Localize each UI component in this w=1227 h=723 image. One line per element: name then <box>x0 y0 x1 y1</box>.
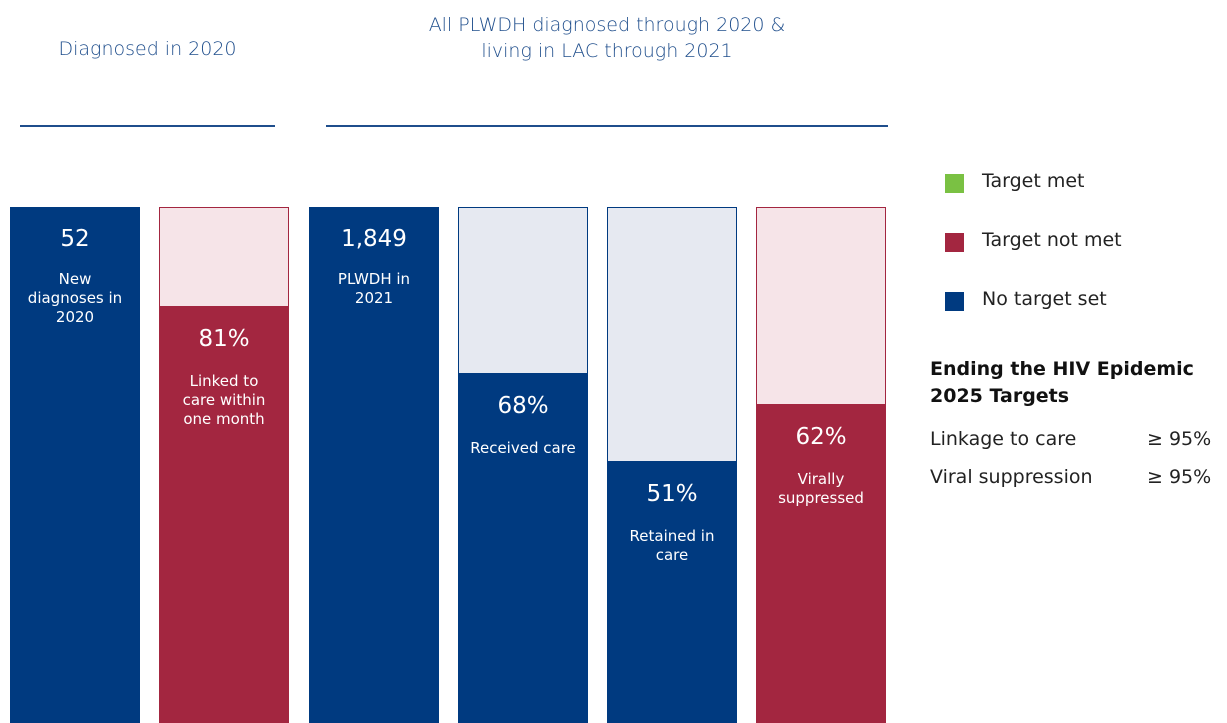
bar-label: Received care <box>470 439 576 458</box>
bar-label: Virally suppressed <box>778 470 864 508</box>
group-rule <box>20 125 275 127</box>
bar: 51% Retained in care <box>607 207 737 723</box>
bar-fill <box>11 208 139 722</box>
value-label: 81% <box>198 326 250 353</box>
value-label: 68% <box>497 393 549 420</box>
legend-swatch <box>945 233 964 252</box>
legend-swatch <box>945 174 964 193</box>
target-value: ≥ 95% <box>1147 466 1212 488</box>
group-title: Diagnosed in 2020 <box>58 38 237 60</box>
value-label: 52 <box>60 226 90 252</box>
target-label: Linkage to care <box>930 428 1077 450</box>
bar-label: New diagnoses in 2020 <box>27 270 123 326</box>
bar-fill <box>459 373 587 722</box>
legend-label: No target set <box>982 288 1107 310</box>
bar-fill <box>160 306 288 722</box>
group-title: All PLWDH diagnosed through 2020 & livin… <box>428 14 786 62</box>
value-label: 62% <box>795 424 847 451</box>
bar: 68% Received care <box>458 207 588 723</box>
bar-fill <box>757 404 885 722</box>
bar: 81% Linked to care within one month <box>159 207 289 723</box>
bar: 52 New diagnoses in 2020 <box>10 207 140 723</box>
bar-label: Retained in care <box>629 526 715 564</box>
value-label: 1,849 <box>341 226 407 252</box>
value-label: 51% <box>646 480 698 507</box>
legend-label: Target not met <box>982 229 1122 251</box>
legend-label: Target met <box>982 170 1085 192</box>
bar-fill <box>310 208 438 722</box>
bar: 1,849 PLWDH in 2021 <box>309 207 439 723</box>
targets-title: Ending the HIV Epidemic 2025 Targets <box>930 358 1194 407</box>
group-rule <box>326 125 888 127</box>
target-value: ≥ 95% <box>1147 428 1212 450</box>
target-label: Viral suppression <box>930 466 1093 488</box>
bar-label: PLWDH in 2021 <box>337 270 411 307</box>
bar: 62% Virally suppressed <box>756 207 886 723</box>
bar-label: Linked to care within one month <box>182 372 266 429</box>
bar-fill <box>608 460 736 722</box>
legend-swatch <box>945 292 964 311</box>
